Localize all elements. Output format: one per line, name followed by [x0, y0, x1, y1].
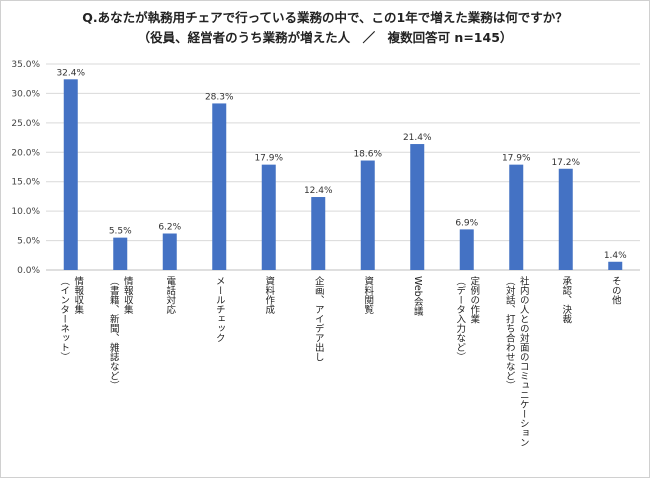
bar — [63, 79, 78, 270]
bar — [212, 103, 227, 270]
y-tick-label: 20.0% — [11, 148, 40, 158]
data-label: 17.9% — [254, 154, 283, 164]
data-label: 17.2% — [551, 158, 580, 168]
data-label: 32.4% — [56, 68, 85, 78]
category-label: 定例の作業 — [468, 275, 480, 324]
bar — [162, 233, 177, 270]
y-tick-label: 30.0% — [11, 89, 40, 99]
y-tick-label: 0.0% — [17, 266, 40, 276]
gridlines — [46, 63, 640, 271]
y-tick-label: 35.0% — [11, 60, 40, 70]
bar — [608, 261, 623, 270]
category-label: 情報収集 — [72, 275, 84, 315]
category-label: （書籍、新聞、雑誌など） — [108, 276, 120, 390]
bar — [113, 237, 128, 270]
category-label: 資料閲覧 — [362, 275, 374, 315]
y-axis-tick-labels: 0.0% 5.0% 10.0% 15.0% 20.0% 25.0% 30.0% 35.0% — [11, 60, 40, 276]
category-label: （データ入力など） — [454, 276, 466, 362]
category-label: （対話、打ち合わせなど） — [504, 276, 516, 390]
y-tick-label: 15.0% — [11, 178, 40, 188]
data-label: 1.4% — [604, 251, 627, 261]
data-label: 28.3% — [205, 92, 234, 102]
category-label: （インターネット） — [58, 276, 70, 362]
data-labels: 32.4% 5.5% 6.2% 28.3% 17.9% 12.4% 18.6% 21.4% 6.… — [56, 68, 627, 260]
category-label: 社内の人との対面のコミュニケーション — [518, 275, 530, 447]
bar — [311, 197, 326, 270]
category-label: Web会議 — [412, 276, 424, 317]
bar — [261, 164, 276, 270]
category-label: 資料作成 — [263, 275, 275, 315]
bars — [63, 79, 623, 270]
y-tick-label: 10.0% — [11, 207, 40, 217]
category-label: 承認、決裁 — [560, 276, 572, 324]
category-labels: 情報収集（インターネット） 情報収集（書籍、新聞、雑誌など） 電話対応 メールチェック… — [58, 275, 621, 447]
chart-title: Q.あなたが執務用チェアで行っている業務の中で、この1年で増えた業務は何ですか？ — [82, 10, 568, 25]
bar — [558, 168, 573, 270]
data-label: 5.5% — [109, 227, 132, 237]
data-label: 6.2% — [158, 223, 181, 233]
category-label: 電話対応 — [164, 276, 176, 315]
data-label: 21.4% — [403, 133, 432, 143]
category-label: 企画、アイデア出し — [313, 275, 325, 361]
bar — [459, 229, 474, 270]
bar — [509, 164, 524, 270]
bar — [360, 160, 375, 270]
data-label: 17.9% — [502, 154, 531, 164]
y-tick-label: 25.0% — [11, 119, 40, 129]
data-label: 18.6% — [353, 150, 382, 160]
category-label: 情報収集 — [122, 275, 134, 315]
chart-subtitle: （役員、経営者のうち業務が増えた人 ／ 複数回答可 n=145） — [137, 30, 513, 45]
category-label: メールチェック — [214, 276, 226, 343]
data-label: 6.9% — [455, 218, 478, 228]
data-label: 12.4% — [304, 186, 333, 196]
category-label: その他 — [610, 276, 622, 305]
y-tick-label: 5.0% — [17, 237, 40, 247]
bar — [410, 144, 425, 270]
